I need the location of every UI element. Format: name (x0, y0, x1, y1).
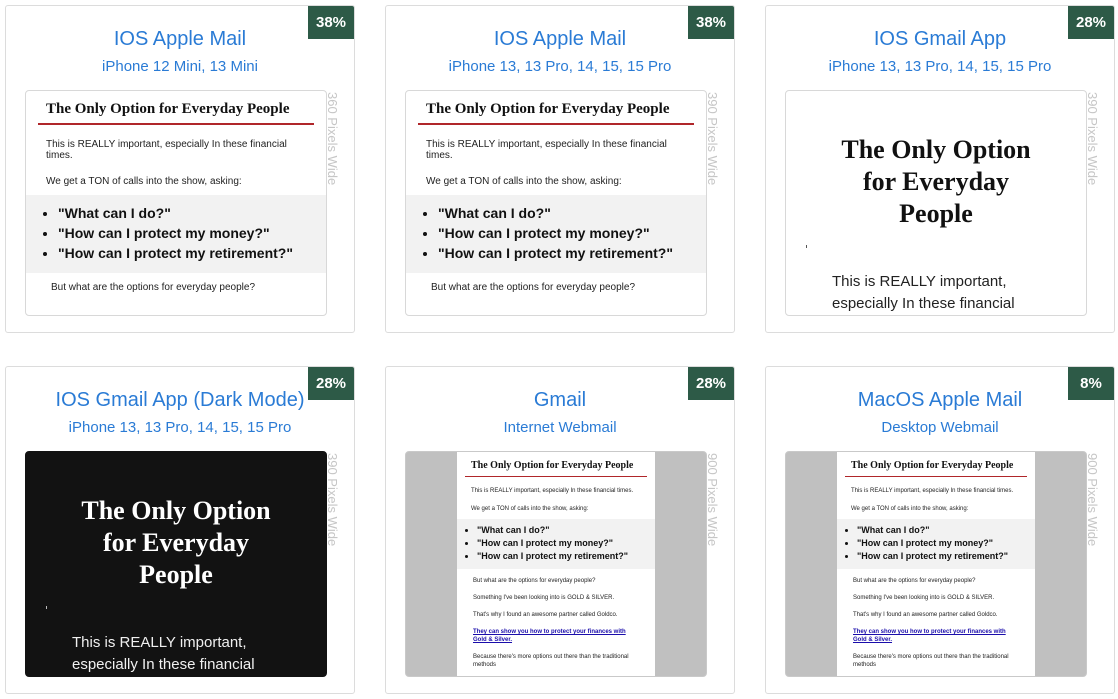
width-label: 390 Pixels Wide (1085, 92, 1100, 186)
email-link[interactable]: They can show you how to protect your fi… (853, 629, 1006, 643)
email-paragraph: We get a TON of calls into the show, ask… (426, 176, 622, 187)
client-card-ios-gmail-dark[interactable]: 28% IOS Gmail App (Dark Mode) iPhone 13,… (5, 366, 355, 694)
bullet-item: "What can I do?" (438, 203, 706, 223)
bullet-item: "How can I protect my retirement?" (477, 550, 655, 563)
divider (845, 476, 1027, 477)
width-label: 360 Pixels Wide (325, 92, 340, 186)
email-paragraph: We get a TON of calls into the show, ask… (471, 506, 589, 512)
open-rate-badge: 28% (1068, 6, 1114, 39)
email-paragraph: Because there's more options out there t… (853, 654, 1009, 660)
email-sheet: The Only Option for Everyday People This… (457, 452, 655, 676)
bullet-box: "What can I do?" "How can I protect my m… (26, 195, 326, 273)
email-sheet: The Only Option for Everyday People This… (837, 452, 1035, 676)
client-title: IOS Apple Mail (493, 28, 627, 50)
client-title: MacOS Apple Mail (857, 389, 1023, 411)
email-paragraph: Something I've been looking into is GOLD… (853, 595, 995, 601)
email-paragraph: This is REALLY important, especially In … (832, 273, 1015, 312)
bullet-box: "What can I do?" "How can I protect my m… (837, 519, 1035, 569)
email-paragraph: That's why I found an awesome partner ca… (853, 612, 998, 618)
email-paragraph: We get a TON of calls into the show, ask… (851, 506, 969, 512)
email-link-paragraph: They can show you how to protect your fi… (457, 619, 655, 644)
open-rate-badge: 8% (1068, 367, 1114, 400)
bullet-item: "How can I protect my retirement?" (58, 243, 326, 263)
divider (38, 123, 314, 125)
client-title: IOS Gmail App (873, 28, 1007, 50)
email-preview[interactable]: The Only Option for Everyday People This… (25, 451, 327, 677)
email-paragraph: But what are the options for everyday pe… (51, 282, 256, 293)
client-title: Gmail (533, 389, 587, 411)
email-heading: The Only Option for Everyday People (841, 135, 1031, 228)
email-paragraph: That's why I found an awesome partner ca… (473, 612, 618, 618)
email-heading: The Only Option for Everyday People (81, 496, 271, 589)
email-heading: The Only Option for Everyday People (471, 460, 634, 471)
email-paragraph: But what are the options for everyday pe… (853, 578, 976, 584)
email-paragraph: This is REALLY important, especially In … (471, 488, 634, 494)
bullet-box: "What can I do?" "How can I protect my m… (406, 195, 706, 273)
client-subtitle: iPhone 13, 13 Pro, 14, 15, 15 Pro (828, 58, 1052, 75)
client-card-ios-apple-mail[interactable]: 38% IOS Apple Mail iPhone 13, 13 Pro, 14… (385, 5, 735, 333)
client-card-gmail-webmail[interactable]: 28% Gmail Internet Webmail 900 Pixels Wi… (385, 366, 735, 694)
client-title: IOS Gmail App (Dark Mode) (55, 389, 305, 411)
email-paragraph: Something I've been looking into is GOLD… (473, 595, 615, 601)
email-heading: The Only Option for Everyday People (46, 101, 290, 117)
width-label: 900 Pixels Wide (1085, 453, 1100, 547)
email-preview[interactable]: The Only Option for Everyday People This… (785, 451, 1087, 677)
width-label: 390 Pixels Wide (705, 92, 720, 186)
client-subtitle: Desktop Webmail (881, 419, 999, 436)
divider (418, 123, 694, 125)
bullet-item: "How can I protect my money?" (477, 537, 655, 550)
client-title: IOS Apple Mail (113, 28, 247, 50)
client-subtitle: Internet Webmail (503, 419, 617, 436)
email-link-paragraph: They can show you how to protect your fi… (837, 619, 1035, 644)
bullet-box: "What can I do?" "How can I protect my m… (457, 519, 655, 569)
width-label: 390 Pixels Wide (325, 453, 340, 547)
open-rate-badge: 28% (308, 367, 354, 400)
email-paragraph: This is REALLY important, especially In … (72, 634, 255, 673)
client-card-ios-gmail-app[interactable]: 28% IOS Gmail App iPhone 13, 13 Pro, 14,… (765, 5, 1115, 333)
email-paragraph: methods (473, 662, 497, 668)
email-link[interactable]: They can show you how to protect your fi… (473, 629, 626, 643)
client-subtitle: iPhone 12 Mini, 13 Mini (102, 58, 258, 75)
bullet-item: "How can I protect my money?" (857, 537, 1035, 550)
bullet-item: "How can I protect my retirement?" (438, 243, 706, 263)
bullet-item: "What can I do?" (58, 203, 326, 223)
email-preview[interactable]: The Only Option for Everyday People This… (405, 451, 707, 677)
open-rate-badge: 28% (688, 367, 734, 400)
email-preview[interactable]: The Only Option for Everyday People This… (785, 90, 1087, 316)
email-paragraph: But what are the options for everyday pe… (431, 282, 636, 293)
client-card-macos-apple-mail[interactable]: 8% MacOS Apple Mail Desktop Webmail 900 … (765, 366, 1115, 694)
open-rate-badge: 38% (308, 6, 354, 39)
bullet-item: "How can I protect my retirement?" (857, 550, 1035, 563)
client-card-ios-apple-mail-mini[interactable]: 38% IOS Apple Mail iPhone 12 Mini, 13 Mi… (5, 5, 355, 333)
divider (465, 476, 647, 477)
client-subtitle: iPhone 13, 13 Pro, 14, 15, 15 Pro (68, 419, 292, 436)
bullet-item: "What can I do?" (477, 524, 655, 537)
email-heading: The Only Option for Everyday People (426, 101, 670, 117)
email-paragraph: This is REALLY important, especially In … (426, 139, 667, 161)
email-paragraph: This is REALLY important, especially In … (851, 488, 1014, 494)
dot-mark (46, 606, 47, 609)
email-paragraph: methods (853, 662, 877, 668)
width-label: 900 Pixels Wide (705, 453, 720, 547)
email-preview[interactable]: The Only Option for Everyday People This… (405, 90, 707, 316)
client-subtitle: iPhone 13, 13 Pro, 14, 15, 15 Pro (448, 58, 672, 75)
open-rate-badge: 38% (688, 6, 734, 39)
email-preview[interactable]: The Only Option for Everyday People This… (25, 90, 327, 316)
email-paragraph: Because there's more options out there t… (473, 654, 629, 660)
email-paragraph: This is REALLY important, especially In … (46, 139, 287, 161)
bullet-item: "How can I protect my money?" (438, 223, 706, 243)
bullet-item: "How can I protect my money?" (58, 223, 326, 243)
dot-mark (806, 245, 807, 248)
email-heading: The Only Option for Everyday People (851, 460, 1014, 471)
email-paragraph: But what are the options for everyday pe… (473, 578, 596, 584)
email-paragraph: We get a TON of calls into the show, ask… (46, 176, 242, 187)
bullet-item: "What can I do?" (857, 524, 1035, 537)
